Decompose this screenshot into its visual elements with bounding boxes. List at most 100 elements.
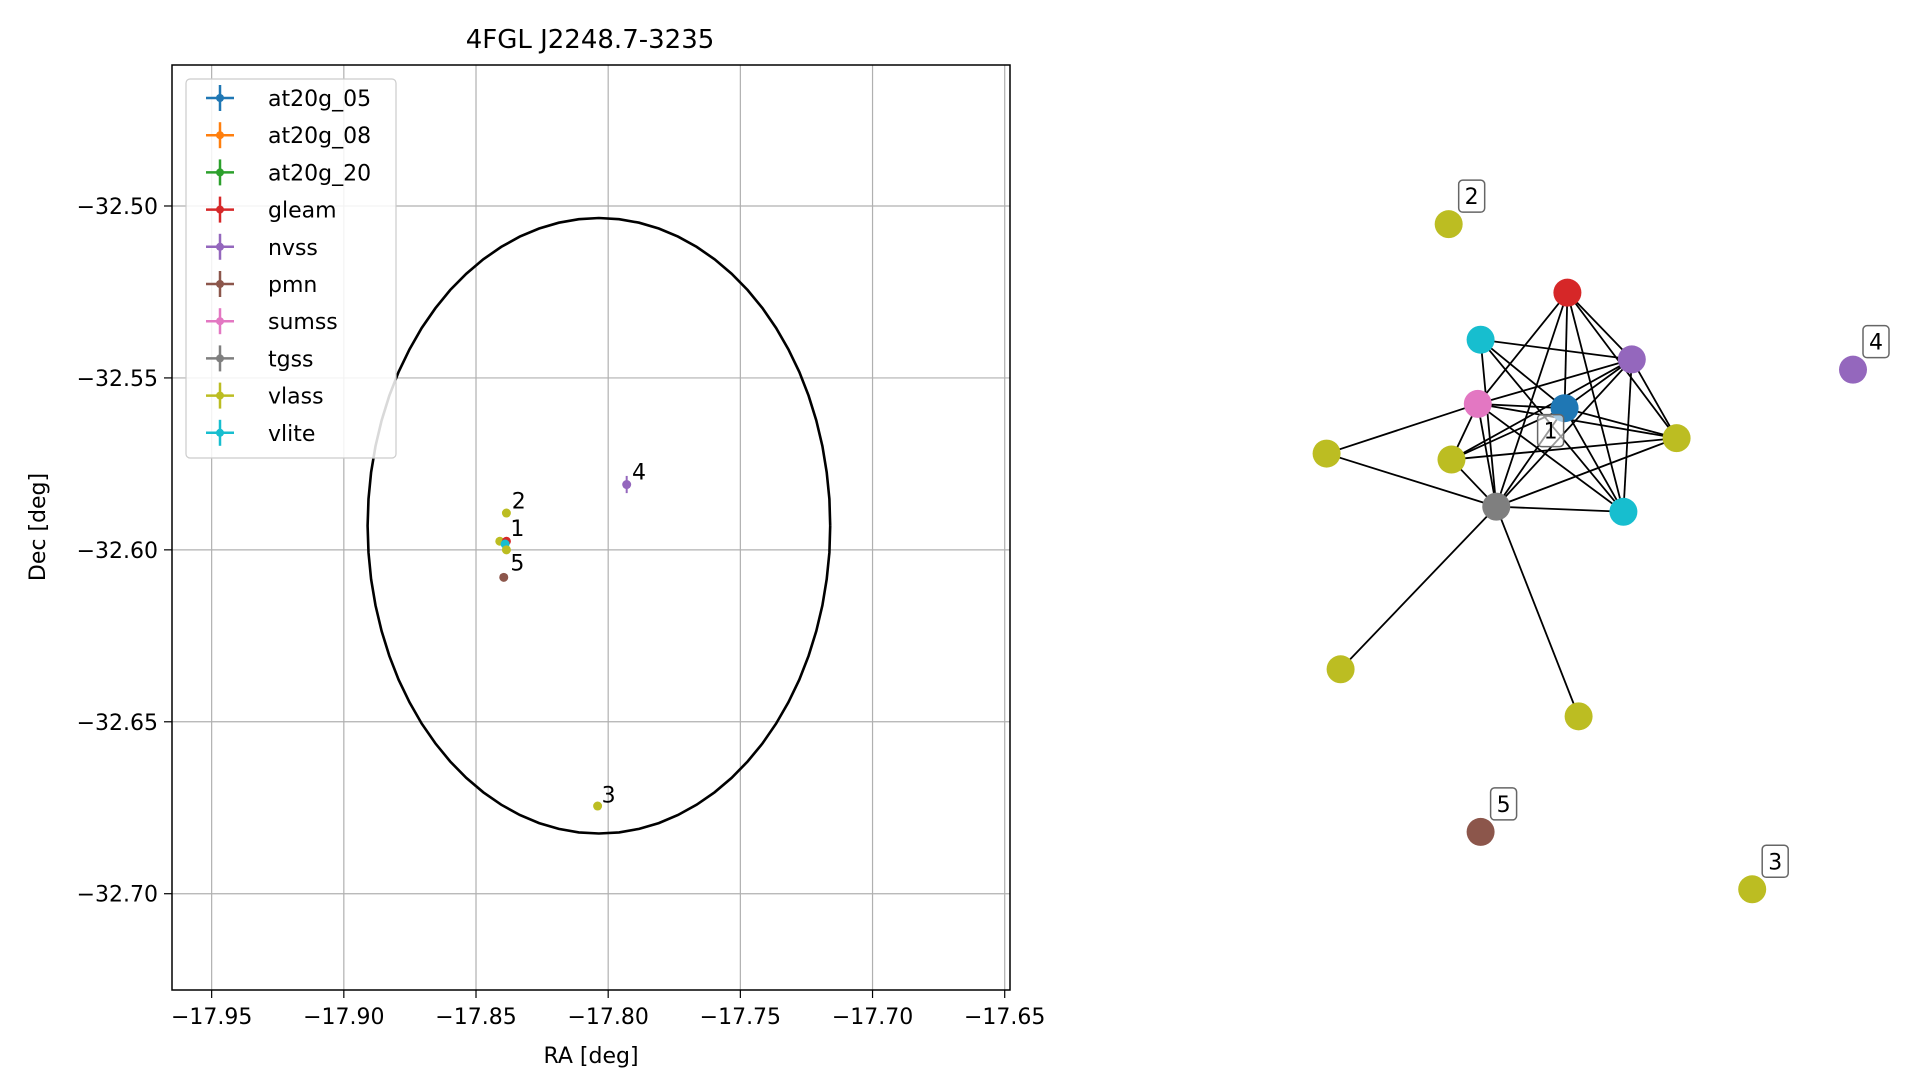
network-node [1482, 492, 1511, 521]
legend-entry: vlass [206, 382, 324, 410]
network-node [1839, 355, 1867, 384]
data-points [495, 475, 632, 811]
node-label-text: 3 [1768, 850, 1782, 875]
legend-label: gleam [268, 199, 337, 224]
localization-ellipse-layer [366, 216, 832, 835]
node-label-box [1489, 787, 1518, 821]
data-point [622, 480, 632, 490]
legend-entry: nvss [206, 233, 318, 261]
node-label-text: 5 [1497, 793, 1511, 818]
legend-label: vlass [268, 385, 324, 410]
legend-marker-dot [216, 168, 224, 177]
x-axis-ticks: −17.95 −17.90 −17.85 −17.80 −17.75 −17.70 −17.… [171, 990, 1045, 1030]
legend-marker-dot [216, 317, 224, 326]
network-edge [1566, 292, 1625, 512]
network-edge [1451, 437, 1677, 461]
network-edge [1566, 292, 1633, 361]
x-tick-label: −17.70 [832, 1005, 913, 1030]
y-tick-label: −32.70 [77, 883, 158, 908]
y-tick-label: −32.55 [77, 367, 158, 392]
x-tick-label: −17.65 [964, 1005, 1045, 1030]
point-labels: 12 3 4 5 [510, 460, 646, 808]
network-edge [1480, 338, 1632, 361]
legend-entry: gleam [206, 196, 337, 224]
localization-ellipse [366, 216, 832, 835]
data-point [593, 801, 603, 811]
x-tick-label: −17.80 [567, 1005, 648, 1030]
network-edges [1326, 292, 1678, 717]
point-label: 2 [512, 490, 526, 515]
network-node [1738, 875, 1767, 904]
legend-label: sumss [268, 310, 338, 335]
grid-lines [172, 65, 1010, 990]
network-edge [1563, 407, 1625, 513]
network-node [1609, 497, 1638, 526]
network-node [1564, 702, 1593, 731]
legend-marker-dot [216, 94, 224, 102]
node-label-text: 2 [1465, 185, 1479, 210]
x-tick-label: −17.75 [700, 1005, 781, 1030]
network-edge [1477, 403, 1624, 513]
network-edge [1480, 339, 1566, 409]
network-edge [1477, 403, 1565, 410]
plot-frame [171, 64, 1011, 991]
x-tick-label: −17.85 [435, 1005, 516, 1030]
network-edge [1477, 358, 1633, 405]
network-edge [1451, 358, 1633, 461]
network-node [1466, 817, 1495, 846]
network-edge [1326, 403, 1479, 455]
point-label: 3 [602, 784, 616, 809]
legend-marker-dot [216, 205, 224, 214]
node-label-text: 1 [1544, 420, 1558, 445]
point-label: 1 [510, 517, 524, 542]
network-node [1466, 325, 1495, 354]
legend-entry: vlite [206, 419, 315, 447]
network-edge [1631, 358, 1678, 439]
network-node [1326, 655, 1355, 684]
data-point [499, 572, 509, 582]
network-edge [1495, 506, 1580, 717]
network-node [1463, 389, 1492, 418]
network-edge [1339, 506, 1497, 670]
legend-entry: sumss [206, 308, 338, 335]
point-label: 5 [510, 551, 524, 576]
y-tick-label: −32.50 [77, 195, 158, 220]
x-tick-label: −17.95 [171, 1005, 252, 1030]
legend-marker-dot [216, 354, 224, 363]
network-edge [1496, 505, 1624, 513]
network-edge [1564, 407, 1677, 440]
legend-label: nvss [268, 236, 318, 261]
y-tick-label: −32.65 [77, 711, 158, 736]
network-node [1437, 445, 1466, 474]
network-edge [1622, 359, 1633, 512]
y-tick-label: −32.60 [77, 539, 158, 564]
legend-label: vlite [268, 422, 315, 447]
point-label: 4 [632, 460, 646, 485]
x-axis-label: RA [deg] [543, 1044, 638, 1069]
network-node-labels: 1 2 4 5 3 [1457, 179, 1890, 879]
chart-title: 4FGL J2248.7-3235 [466, 25, 715, 55]
legend-box [185, 78, 397, 459]
legend-entry: at20g_08 [206, 122, 371, 149]
legend-marker-dot [216, 131, 224, 140]
legend-label: tgss [268, 347, 314, 372]
legend-marker-dot [216, 242, 224, 251]
node-label-box [1536, 413, 1565, 448]
legend-label: at20g_20 [268, 161, 371, 186]
network-node [1434, 210, 1463, 239]
network-nodes [1312, 210, 1867, 904]
legend-entry: at20g_05 [206, 85, 371, 112]
legend-entry: tgss [206, 345, 314, 372]
data-point [501, 508, 511, 518]
node-label-box [1457, 179, 1486, 213]
network-edge [1495, 292, 1569, 507]
node-label-text: 4 [1869, 331, 1883, 356]
network-edge [1495, 437, 1677, 508]
node-label-box [1761, 844, 1789, 879]
network-graph: 1 2 4 5 3 [1312, 179, 1890, 904]
